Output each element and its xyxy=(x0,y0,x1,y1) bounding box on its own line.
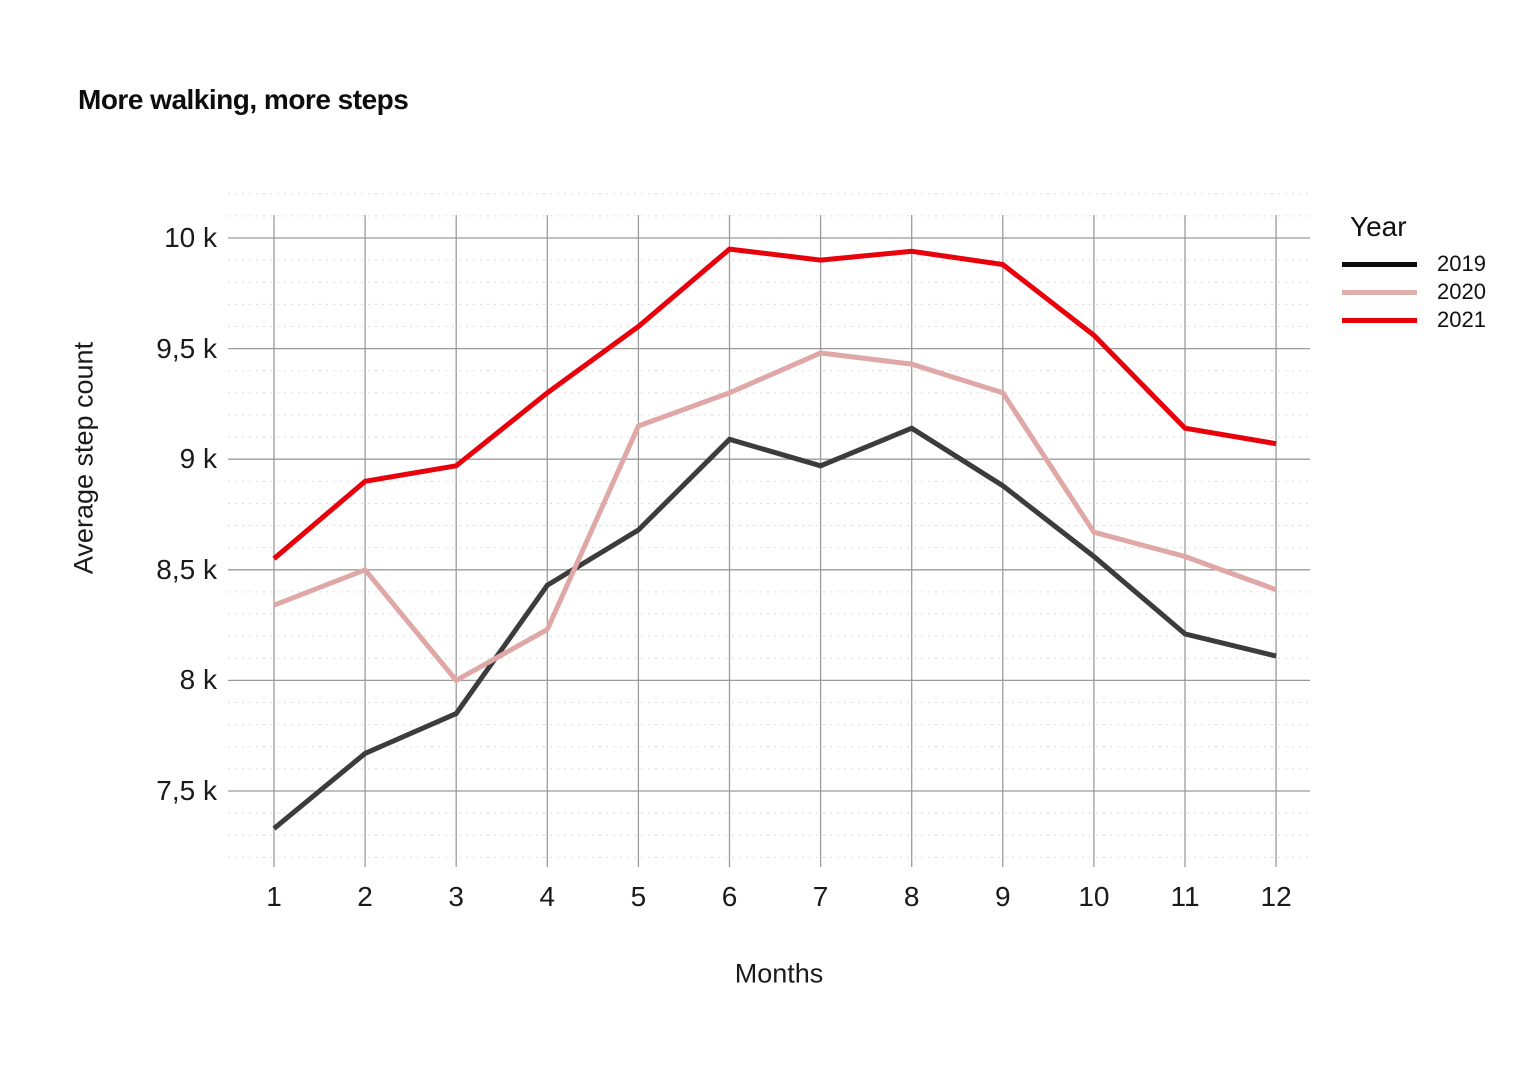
chart-title: More walking, more steps xyxy=(78,84,409,115)
x-tick-label-3: 3 xyxy=(448,881,464,912)
x-tick-label-10: 10 xyxy=(1078,881,1110,912)
x-tick-label-8: 8 xyxy=(903,881,920,912)
legend-label-2021: 2021 xyxy=(1437,307,1486,332)
y-tick-label-10000: 10 k xyxy=(164,222,217,253)
x-axis-title: Months xyxy=(734,958,824,989)
legend-swatch-2020 xyxy=(1342,289,1417,295)
legend-entry-2020: 2020 xyxy=(1342,278,1486,306)
legend-swatch-2021 xyxy=(1342,317,1417,323)
legend-label-2019: 2019 xyxy=(1437,251,1486,276)
y-tick-label-9500: 9,5 k xyxy=(156,332,217,364)
series-line-2019 xyxy=(272,425,1277,831)
x-tick-label-2: 2 xyxy=(357,881,373,912)
legend: Year 2019 2020 2021 xyxy=(1342,210,1486,334)
x-tick-label-12: 12 xyxy=(1260,881,1292,912)
x-tick-label-6: 6 xyxy=(721,881,738,912)
legend-entry-2021: 2021 xyxy=(1342,306,1486,334)
y-tick-label-8500: 8,5 k xyxy=(156,553,217,585)
x-tick-label-4: 4 xyxy=(539,881,556,912)
y-tick-label-7500: 7,5 k xyxy=(156,775,217,806)
x-tick-label-11: 11 xyxy=(1170,881,1200,912)
x-tick-label-9: 9 xyxy=(995,881,1011,912)
legend-label-2020: 2020 xyxy=(1437,279,1486,304)
series-line-2020 xyxy=(273,350,1277,684)
y-tick-label-9000: 9 k xyxy=(179,443,217,475)
y-axis-title: Average step count xyxy=(68,341,99,575)
legend-entry-2019: 2019 xyxy=(1342,250,1486,278)
x-tick-label-5: 5 xyxy=(630,881,647,912)
x-tick-label-1: 1 xyxy=(266,881,282,912)
y-tick-label-8000: 8 k xyxy=(179,664,217,696)
legend-entries: 2019 2020 2021 xyxy=(1342,250,1486,334)
legend-swatch-2019 xyxy=(1342,261,1417,267)
legend-title: Year xyxy=(1350,211,1407,242)
x-tick-label-7: 7 xyxy=(812,881,829,912)
series-line-2021 xyxy=(272,246,1277,561)
